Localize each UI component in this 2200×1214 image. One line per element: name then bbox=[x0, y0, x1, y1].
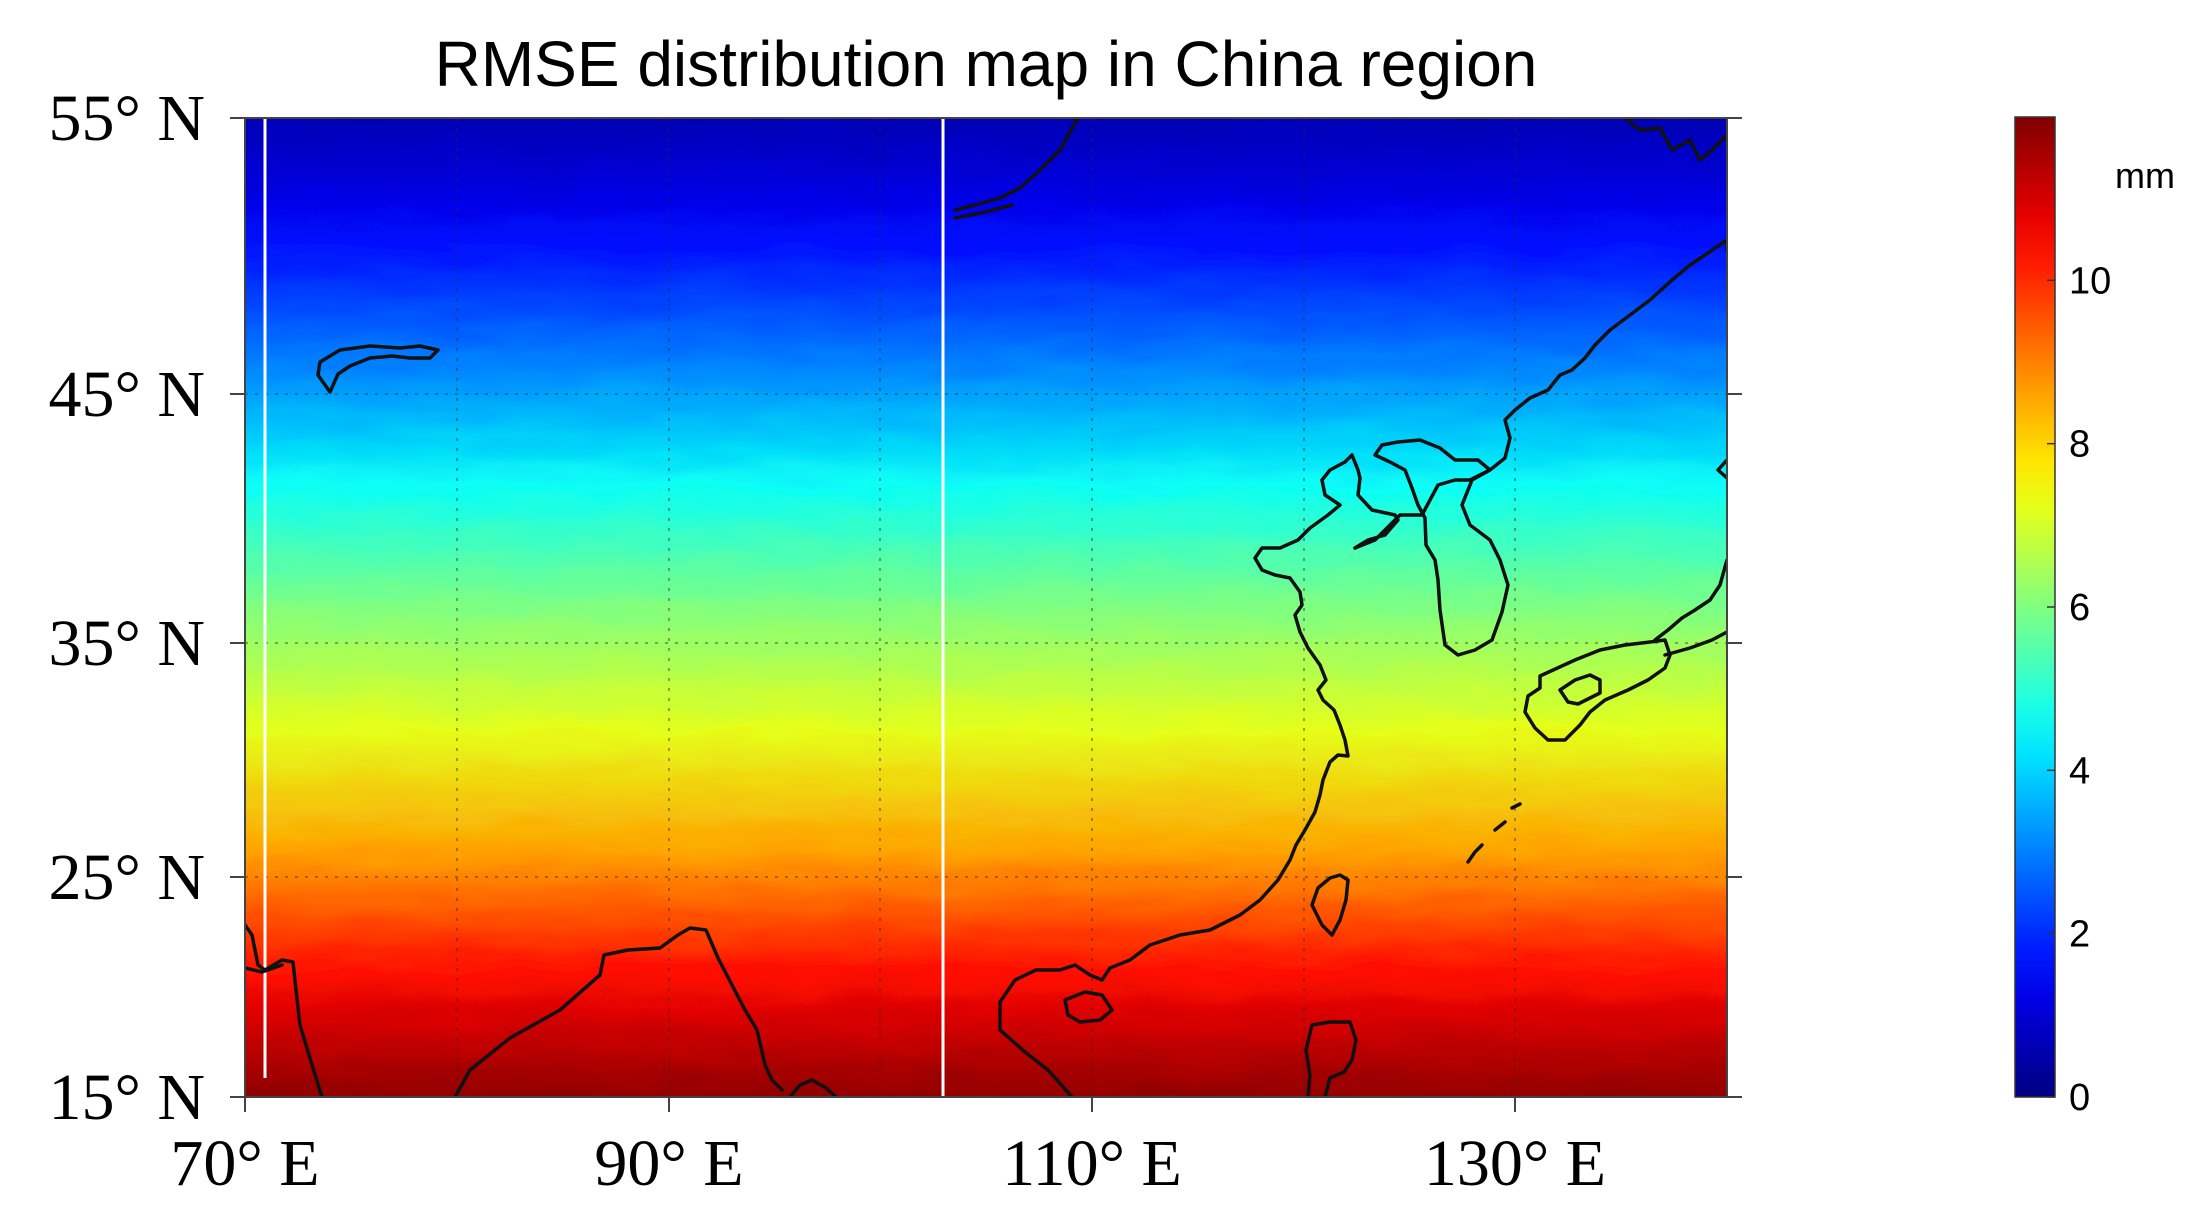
coastline-japan-east bbox=[1653, 558, 1727, 657]
coastline-hainan bbox=[1063, 990, 1114, 1024]
coastline-taiwan bbox=[1310, 873, 1350, 937]
coastlines bbox=[245, 118, 1727, 1097]
coastline-okhotsk bbox=[953, 118, 1080, 212]
coastline-kamchatka bbox=[1623, 118, 1727, 162]
lon-label-90: 90° E bbox=[594, 1127, 743, 1200]
colorbar-tick-label: 8 bbox=[2069, 424, 2090, 466]
coastline-kyushu bbox=[1558, 673, 1602, 706]
colorbar-tick-label: 0 bbox=[2069, 1077, 2090, 1119]
gridlines bbox=[245, 118, 1727, 1097]
lat-label-55: 55° N bbox=[48, 82, 205, 155]
colorbar-tick-label: 2 bbox=[2069, 914, 2090, 956]
map-area bbox=[245, 118, 1727, 1097]
colorbar-unit: mm bbox=[2115, 155, 2175, 196]
lat-label-45: 45° N bbox=[48, 358, 205, 431]
lat-label-25: 25° N bbox=[48, 841, 205, 914]
coastline-ryukyu bbox=[1466, 802, 1522, 864]
coastline-india-top bbox=[245, 963, 284, 974]
rmse-field bbox=[245, 118, 1727, 1097]
lon-label-110: 110° E bbox=[1002, 1127, 1182, 1200]
coastline-korea bbox=[1353, 238, 1727, 657]
coastline-india bbox=[245, 923, 324, 1097]
coastline-balkhash bbox=[316, 344, 440, 394]
coastline-indochina bbox=[998, 453, 1400, 1097]
map-frame bbox=[244, 117, 1728, 1098]
lat-label-15: 15° N bbox=[48, 1061, 205, 1134]
coastline-myanmar bbox=[788, 1078, 838, 1097]
colorbar-tick-label: 4 bbox=[2069, 750, 2090, 792]
lat-label-35: 35° N bbox=[48, 607, 205, 680]
lon-label-130: 130° E bbox=[1424, 1127, 1606, 1200]
coastline-hokkaido bbox=[1716, 458, 1727, 480]
lon-label-70: 70° E bbox=[170, 1127, 319, 1200]
coastline-honshu bbox=[1523, 638, 1672, 742]
coastline-okhotsk-lower bbox=[953, 203, 1014, 220]
coastline-philippines bbox=[1304, 1020, 1358, 1097]
colorbar-ticks: 0 2 4 6 8 10 bbox=[2047, 260, 2111, 1119]
colorbar-tick-label: 10 bbox=[2069, 260, 2111, 302]
chart-title: RMSE distribution map in China region bbox=[435, 28, 1538, 100]
axis-ticks bbox=[230, 117, 1742, 1112]
colorbar: 0 2 4 6 8 10 mm bbox=[2014, 116, 2175, 1119]
colorbar-tick-label: 6 bbox=[2069, 587, 2090, 629]
coastline-bay-of-bengal bbox=[453, 926, 784, 1097]
